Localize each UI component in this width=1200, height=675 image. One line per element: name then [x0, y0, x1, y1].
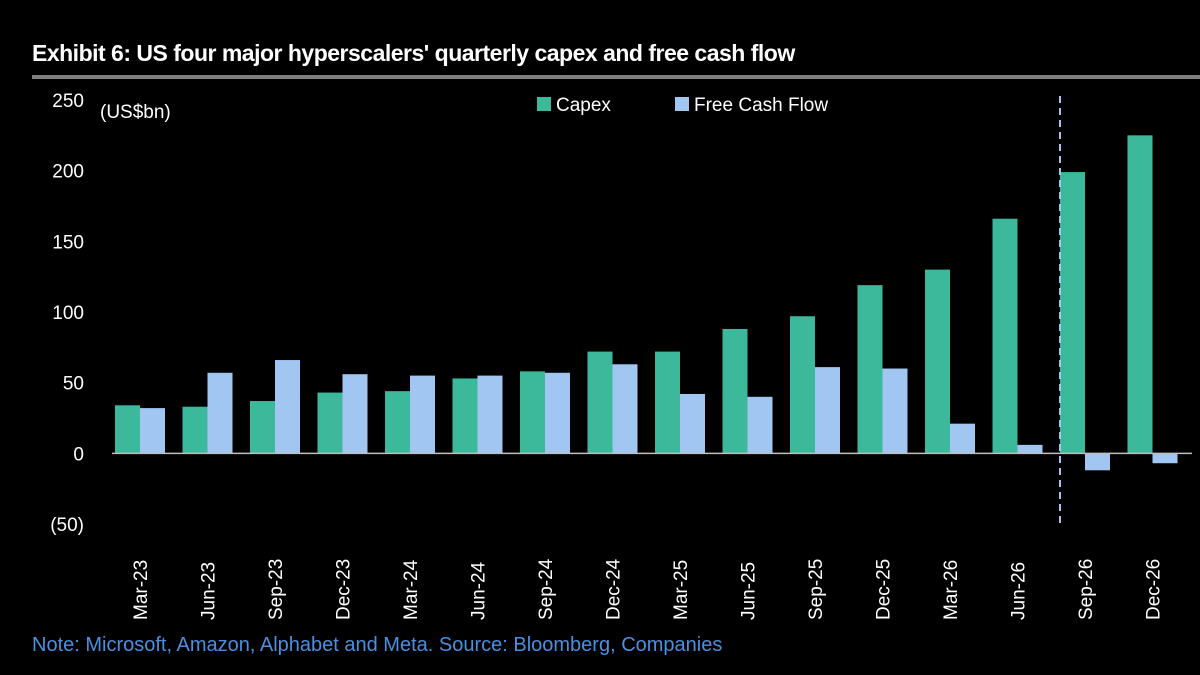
x-tick-label: Dec-23: [334, 559, 355, 620]
x-tick-label: Dec-25: [874, 559, 895, 620]
legend-label: Capex: [556, 95, 611, 116]
capex-bar-dec-25: [857, 285, 883, 454]
fcf-bar-mar-23: [140, 408, 165, 454]
x-tick-label: Dec-24: [604, 558, 625, 620]
x-tick-label: Sep-24: [536, 558, 557, 620]
capex-bar-mar-23: [115, 405, 140, 454]
x-tick-label: Jun-23: [199, 562, 220, 620]
fcf-bar-dec-26: [1152, 453, 1178, 464]
x-tick-label: Sep-26: [1076, 559, 1097, 620]
x-tick-label: Jun-26: [1009, 562, 1030, 620]
x-tick-label: Jun-25: [739, 562, 760, 620]
capex-bar-dec-24: [587, 351, 613, 454]
capex-bar-sep-23: [250, 401, 275, 454]
fcf-bar-mar-24: [410, 375, 435, 454]
chart-title: Exhibit 6: US four major hyperscalers' q…: [32, 40, 795, 66]
x-tick-label: Jun-24: [469, 561, 490, 620]
x-tick-label: Mar-25: [671, 560, 692, 620]
fcf-bar-sep-24: [545, 372, 570, 454]
fcf-bar-jun-25: [747, 396, 773, 454]
fcf-bar-mar-25: [680, 393, 705, 454]
fcf-bar-jun-23: [207, 372, 233, 454]
fcf-bar-sep-25: [815, 367, 840, 454]
fcf-bar-sep-26: [1085, 453, 1110, 471]
y-tick-label: (50): [50, 515, 84, 536]
legend: Capex Free Cash Flow: [537, 95, 828, 116]
capex-bar-jun-24: [452, 378, 478, 454]
fcf-bar-jun-26: [1017, 444, 1043, 454]
capex-bar-mar-24: [385, 391, 410, 454]
bars: [115, 135, 1178, 471]
capex-bar-mar-26: [925, 269, 950, 454]
y-tick-label: 100: [52, 303, 84, 324]
bar-chart: 250 200 150 100 50 0 (50) (US$bn) Capex Free Ca…: [50, 91, 1192, 620]
fcf-bar-jun-24: [477, 375, 503, 454]
fcf-bar-dec-25: [882, 368, 908, 454]
legend-swatch: [675, 97, 689, 111]
capex-bar-jun-25: [722, 328, 748, 454]
source-note: Note: Microsoft, Amazon, Alphabet and Me…: [32, 634, 723, 656]
y-tick-label: 250: [52, 91, 84, 112]
capex-bar-sep-25: [790, 316, 815, 454]
x-tick-label: Sep-23: [266, 559, 287, 620]
fcf-bar-sep-23: [275, 360, 300, 454]
x-tick-label: Dec-26: [1144, 559, 1165, 620]
title-rule: [32, 75, 1200, 79]
capex-bar-jun-23: [182, 406, 208, 454]
legend-swatch: [537, 97, 551, 111]
x-tick-label: Sep-25: [806, 559, 827, 620]
capex-bar-sep-26: [1060, 172, 1085, 454]
fcf-bar-dec-24: [612, 364, 638, 454]
x-axis: Mar-23 Jun-23 Sep-23 Dec-23 Mar-24 Jun-24 Sep-…: [131, 558, 1165, 620]
capex-bar-sep-24: [520, 371, 545, 454]
y-tick-label: 150: [52, 232, 84, 253]
y-tick-label: 50: [63, 374, 84, 395]
y-axis-unit-label: (US$bn): [100, 102, 171, 123]
capex-bar-dec-23: [317, 392, 343, 454]
x-tick-label: Mar-26: [941, 560, 962, 620]
legend-label: Free Cash Flow: [694, 95, 828, 116]
y-tick-label: 0: [73, 444, 84, 465]
capex-bar-mar-25: [655, 351, 680, 454]
fcf-bar-mar-26: [950, 423, 975, 454]
capex-bar-dec-26: [1127, 135, 1153, 454]
y-tick-label: 200: [52, 162, 84, 183]
capex-bar-jun-26: [992, 218, 1018, 454]
y-axis: 250 200 150 100 50 0 (50): [50, 91, 84, 536]
x-tick-label: Mar-24: [401, 559, 422, 620]
x-tick-label: Mar-23: [131, 560, 152, 620]
fcf-bar-dec-23: [342, 374, 368, 454]
